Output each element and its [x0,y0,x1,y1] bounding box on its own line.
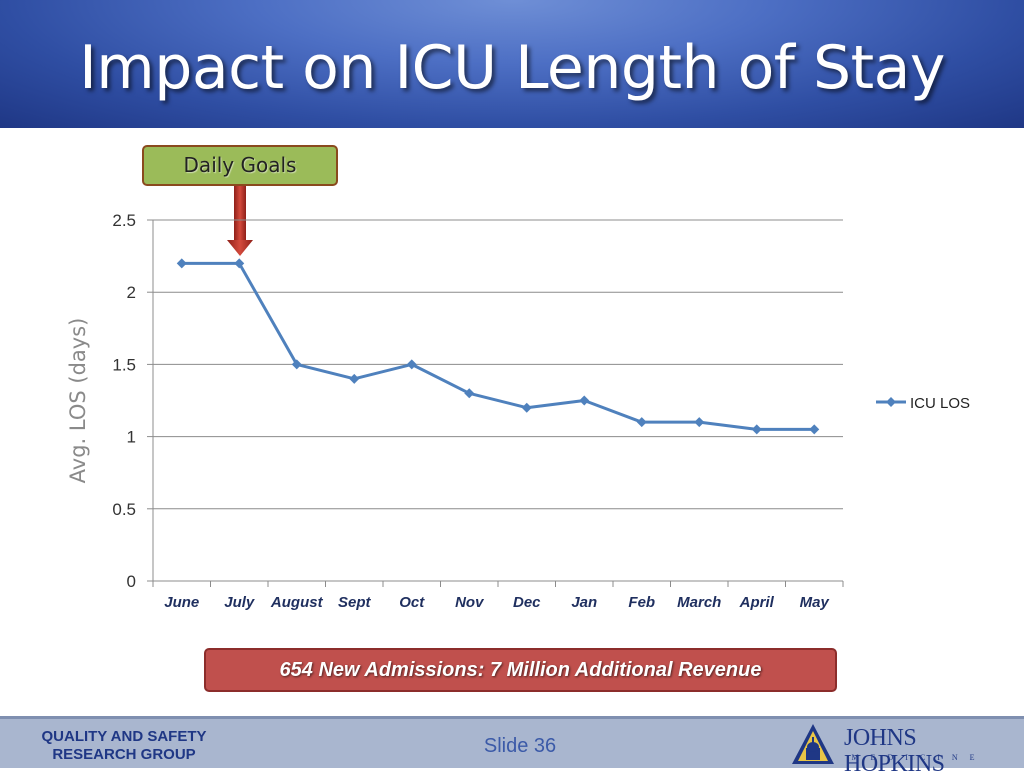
y-axis-ticks: 0 0.5 1 1.5 2 2.5 [112,211,136,591]
footer-bar: QUALITY AND SAFETY RESEARCH GROUP Slide … [0,716,1024,777]
x-tick-label: Sept [338,594,372,611]
y-tick-label: 1 [127,428,136,447]
legend-swatch-marker [886,397,896,407]
logo-subtext: MEDICINE [851,753,987,762]
org-name-line2: RESEARCH GROUP [52,746,196,763]
data-point [234,258,245,269]
x-tick-label: Dec [513,594,541,611]
y-tick-label: 0.5 [112,500,136,519]
y-tick-label: 2 [127,283,136,302]
y-tick-label: 0 [127,572,136,591]
slide-title: Impact on ICU Length of Stay [79,33,945,103]
chart-legend: ICU LOS [876,395,970,412]
data-point [694,417,705,428]
data-point [291,359,302,370]
data-point [464,388,475,399]
title-band [0,0,1024,128]
daily-goals-callout: Daily Goals [142,145,338,186]
org-name-line1: QUALITY AND SAFETY [41,728,207,745]
x-tick-label: Jan [571,594,597,611]
logo-text: JOHNS HOPKINS [844,725,945,777]
x-tick-label: August [270,594,324,611]
x-tick-label: July [224,594,255,611]
down-arrow-icon [227,186,253,256]
data-point [751,424,762,435]
chart-series [176,258,820,435]
data-point [521,402,532,413]
legend-label: ICU LOS [910,395,970,412]
x-tick-label: April [739,594,775,611]
data-point [406,359,417,370]
data-point [636,417,647,428]
los-line-chart: 0 0.5 1 1.5 2 2.5 June July August Sept Oct Nov Dec… [66,211,970,611]
data-point [579,395,590,406]
series-line-icu-los [181,261,815,431]
x-tick-label: May [800,594,830,611]
org-name: QUALITY AND SAFETY RESEARCH GROUP [14,728,234,764]
x-tick-label: June [164,594,199,611]
johns-hopkins-shield-icon [792,724,834,764]
x-tick-label: March [677,594,721,611]
y-axis-label: Avg. LOS (days) [66,318,90,484]
data-point [349,373,360,384]
chart-gridlines [147,219,843,582]
x-axis-ticks: June July August Sept Oct Nov Dec Jan Feb March Ap… [152,581,844,611]
data-point [809,424,820,435]
revenue-banner: 654 New Admissions: 7 Million Additional… [204,648,837,692]
x-tick-label: Oct [399,594,425,611]
data-point [176,258,187,269]
y-tick-label: 2.5 [112,211,136,230]
slide-number: Slide 36 [483,735,557,757]
y-tick-label: 1.5 [112,355,136,374]
x-tick-label: Feb [628,594,655,611]
x-tick-label: Nov [455,594,485,611]
